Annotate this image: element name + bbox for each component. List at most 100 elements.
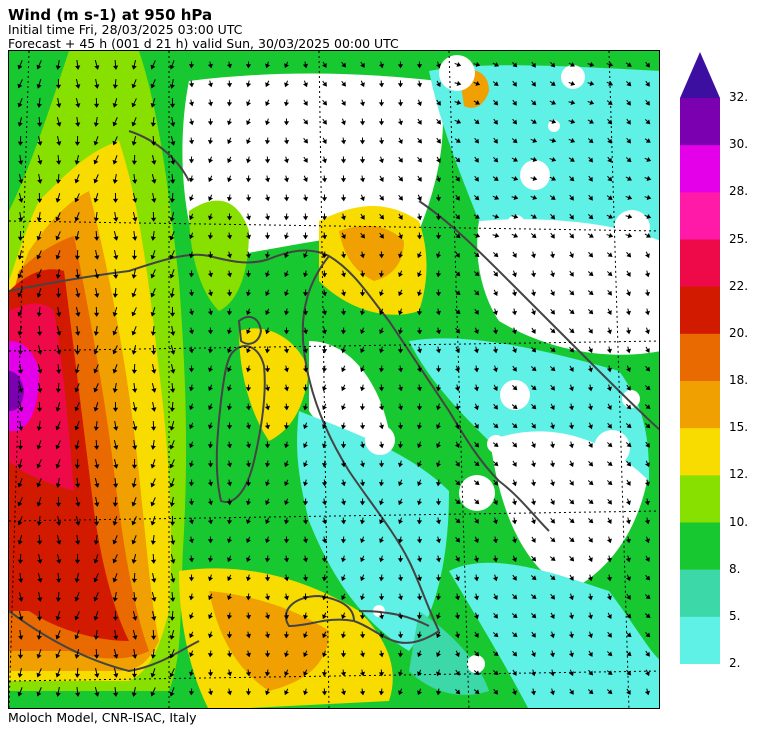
calm-patch (561, 65, 585, 89)
wind-arrow (322, 422, 327, 430)
wind-arrow (606, 365, 613, 373)
wind-arrow (113, 686, 119, 697)
wind-arrow (303, 631, 309, 639)
wind-arrow (188, 80, 195, 88)
wind-arrow (454, 593, 461, 601)
wind-arrow (226, 612, 233, 620)
wind-arrow (303, 251, 309, 259)
colorbar-label: 22. (729, 278, 749, 293)
wind-arrow (530, 138, 538, 143)
wind-arrow (587, 119, 594, 124)
wind-arrow (340, 441, 347, 449)
wind-arrow (568, 309, 575, 315)
wind-arrow (55, 591, 62, 602)
wind-arrow (75, 288, 81, 298)
wind-arrow (606, 346, 613, 354)
wind-arrow (207, 555, 214, 563)
wind-arrow (492, 651, 499, 657)
wind-arrow (113, 268, 119, 279)
wind-arrow (93, 211, 99, 222)
wind-arrow (170, 573, 176, 583)
wind-arrow (151, 401, 157, 412)
wind-arrow (378, 270, 385, 278)
wind-arrow (625, 536, 632, 544)
wind-arrow (302, 327, 309, 335)
wind-arrow (569, 365, 574, 372)
wind-arrow (473, 593, 480, 601)
wind-arrow (569, 499, 575, 505)
wind-arrow (588, 555, 593, 563)
wind-arrow (454, 518, 461, 524)
coastline-segment (284, 594, 355, 628)
wind-arrow (360, 61, 365, 68)
wind-arrow (606, 651, 613, 657)
wind-arrow (226, 232, 233, 240)
wind-arrow (473, 555, 479, 563)
wind-arrow (455, 346, 460, 353)
wind-arrow (435, 593, 442, 601)
wind-arrow (74, 174, 80, 184)
wind-arrow (94, 667, 100, 678)
wind-arrow (645, 346, 650, 353)
wind-arrow (455, 555, 460, 562)
wind-arrow (284, 270, 289, 278)
wind-arrow (340, 688, 346, 696)
wind-arrow (607, 631, 612, 638)
wind-arrow (36, 288, 42, 298)
wind-arrow (644, 498, 651, 506)
wind-arrow (208, 612, 213, 620)
wind-arrow (321, 251, 328, 259)
wind-arrow (113, 59, 119, 70)
wind-arrow (398, 270, 403, 278)
wind-arrow (151, 572, 157, 583)
wind-arrow (189, 631, 194, 639)
wind-arrow (530, 175, 538, 181)
wind-arrow (131, 268, 137, 279)
wind-arrow (37, 135, 43, 146)
wind-arrow (626, 118, 631, 125)
wind-arrow (492, 423, 499, 429)
wind-arrow (188, 536, 194, 544)
wind-arrow (398, 251, 404, 259)
wind-arrow (454, 574, 460, 582)
wind-arrow (322, 80, 327, 87)
wind-arrow (17, 344, 24, 355)
colorbar-label: 8. (729, 561, 741, 576)
wind-arrow (454, 119, 462, 124)
wind-arrow (530, 688, 537, 696)
wind-arrow (644, 536, 650, 544)
wind-arrow (74, 592, 80, 602)
wind-arrow (568, 631, 575, 639)
wind-arrow (93, 306, 100, 317)
wind-arrow (113, 477, 119, 488)
colorbar-band (680, 522, 720, 571)
wind-arrow (284, 650, 290, 658)
wind-arrow (265, 308, 270, 316)
wind-arrow (208, 631, 214, 639)
wind-arrow (360, 536, 366, 544)
wind-arrow (17, 687, 23, 697)
wind-arrow (55, 611, 61, 621)
wind-arrow (112, 307, 118, 317)
wind-arrow (113, 420, 119, 431)
wind-arrow (436, 612, 442, 620)
wind-arrow (588, 175, 593, 182)
wind-arrow (169, 287, 175, 298)
wind-arrow (265, 327, 271, 335)
wind-arrow (492, 346, 499, 354)
wind-arrow (436, 650, 441, 658)
wind-arrow (340, 118, 346, 126)
wind-arrow (246, 555, 252, 563)
wind-arrow (397, 612, 404, 620)
wind-arrow (455, 271, 461, 277)
wind-arrow (150, 269, 156, 279)
calm-patch (622, 390, 640, 408)
wind-arrow (284, 251, 289, 259)
wind-arrow (18, 174, 24, 184)
wind-arrow (131, 307, 137, 317)
wind-arrow (56, 136, 62, 146)
wind-arrow (56, 345, 62, 355)
wind-arrow (284, 498, 290, 506)
wind-arrow (55, 78, 62, 89)
wind-arrow (56, 326, 62, 336)
